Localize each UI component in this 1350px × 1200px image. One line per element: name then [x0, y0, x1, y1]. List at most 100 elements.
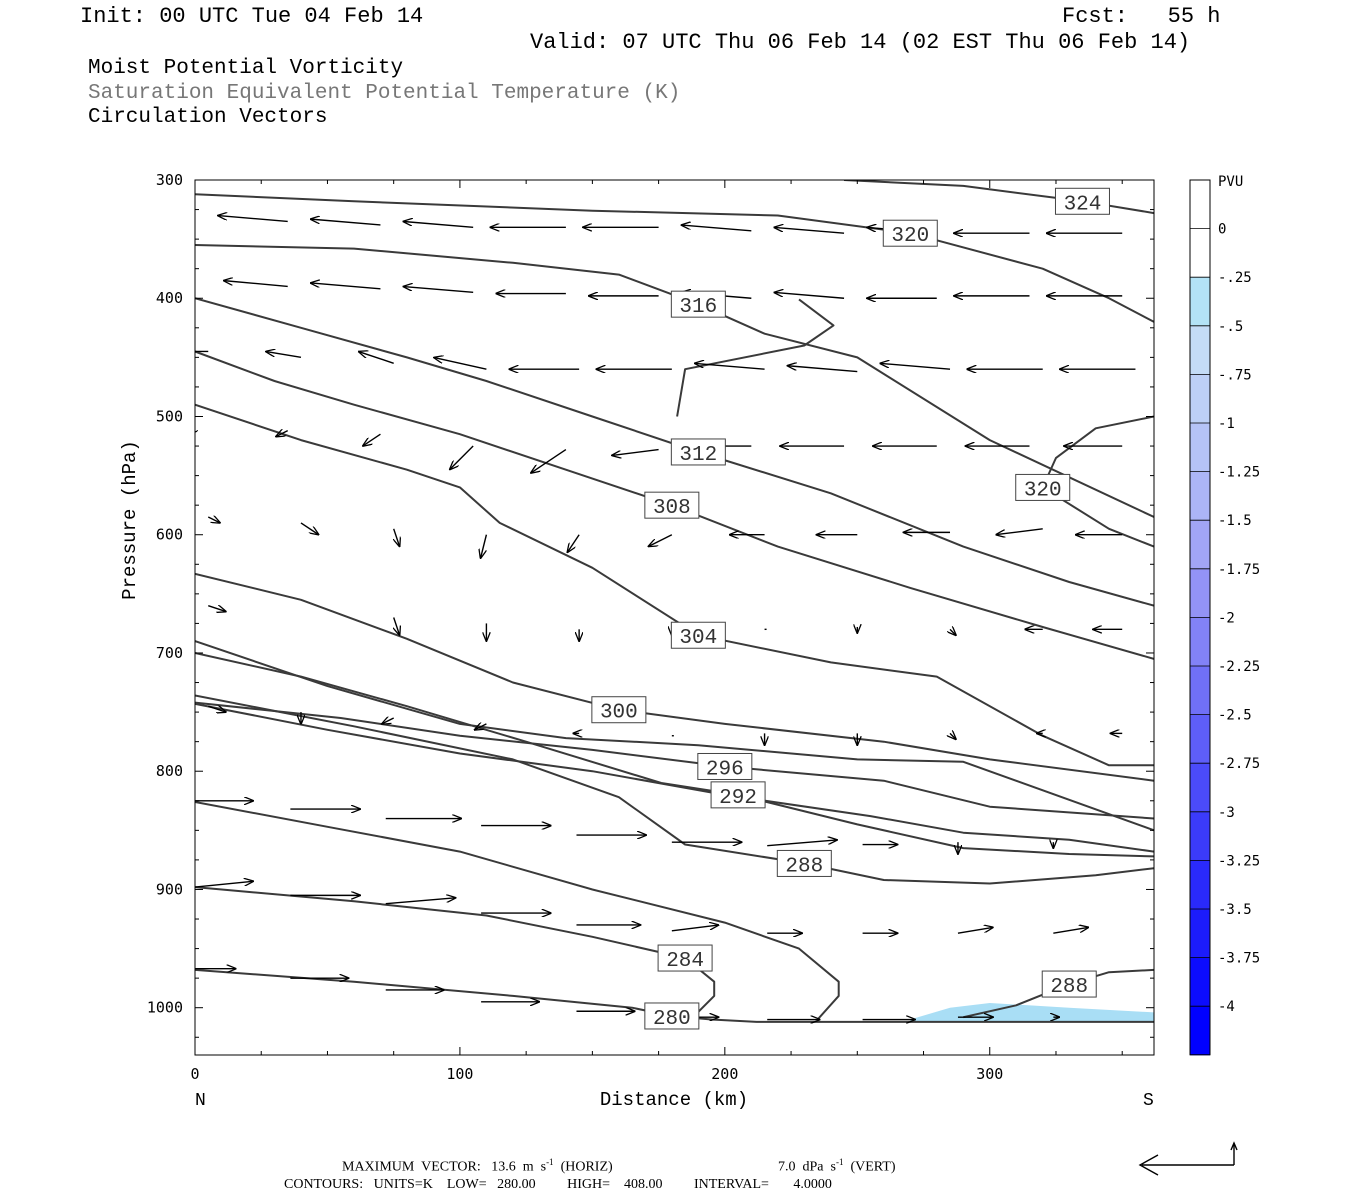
circulation-vector: [300, 522, 318, 535]
circulation-vector: [385, 898, 456, 905]
circulation-vector: [950, 629, 956, 635]
colorbar-segment: [1190, 909, 1210, 959]
contour-label-288: 288: [776, 849, 832, 878]
colorbar-tick-label: -2.75: [1218, 756, 1260, 772]
colorbar-segment: [1190, 860, 1210, 910]
circulation-vector: [996, 528, 1043, 535]
colorbar-segment: [1190, 763, 1210, 813]
contour-320: [195, 193, 1154, 323]
circulation-vector: [266, 352, 302, 359]
contour-label-text: 312: [679, 444, 717, 467]
contour-layer: [195, 180, 1154, 1023]
contour-label-324: 324: [1054, 187, 1110, 216]
circulation-vector: [531, 449, 567, 473]
contour-284: [195, 801, 840, 1021]
footer-vert-vector: 7.0 dPa s-1 (VERT): [778, 1157, 896, 1175]
contour-label-text: 288: [785, 855, 823, 878]
circulation-vector: [311, 219, 381, 226]
colorbar-segment: [1190, 228, 1210, 278]
colorbar-tick-label: -2: [1218, 610, 1235, 626]
contour-label-text: 280: [653, 1008, 691, 1031]
contour-label-300: 300: [591, 696, 647, 725]
contour-label-312: 312: [670, 438, 726, 467]
y-axis-label: Pressure (hPa): [119, 440, 141, 600]
contour-label-text: 288: [1050, 976, 1088, 999]
contour-label-text: 284: [666, 950, 704, 973]
circulation-vector: [276, 431, 289, 437]
circulation-vector: [568, 534, 580, 552]
circulation-vector: [224, 281, 288, 288]
x-tick-label: 300: [976, 1065, 1003, 1083]
y-tick-label: 1000: [147, 999, 183, 1017]
colorbar-tick-label: -3.5: [1218, 902, 1252, 918]
circulation-vector: [481, 534, 488, 558]
contour-324: [843, 180, 1154, 215]
circulation-vector: [612, 448, 659, 456]
contour-label-box: [697, 752, 753, 780]
circulation-vector: [382, 718, 395, 724]
circulation-vector: [649, 534, 673, 547]
contour-label-308: 308: [644, 491, 700, 520]
circulation-vector: [218, 216, 288, 223]
colorbar-segment: [1190, 568, 1210, 618]
contour-label-box: [657, 944, 713, 972]
contour-label-box: [776, 849, 832, 877]
circulation-vector: [767, 840, 837, 847]
reference-vector-vert-head: [1230, 1141, 1238, 1151]
circulation-vector: [774, 227, 845, 234]
x-tick-label: 0: [190, 1065, 199, 1083]
contour-label-text: 320: [891, 225, 929, 248]
colorbar-segment: [1190, 666, 1210, 716]
circulation-vector: [195, 881, 253, 888]
colorbar-tick-label: -3: [1218, 805, 1235, 821]
circulation-vector: [207, 517, 220, 523]
x-end-label-north: N: [195, 1091, 206, 1111]
circulation-vector: [189, 428, 195, 434]
colorbar-segment: [1190, 423, 1210, 473]
forecast-hour: Fcst: 55 h: [1062, 4, 1221, 29]
colorbar-segment: [1190, 325, 1210, 375]
circulation-vector: [788, 366, 858, 373]
colorbar-segment: [1190, 180, 1210, 230]
axes-layer: 300 400 500 600 700 800 900 1000 0 100 200 300: [147, 171, 1154, 1083]
y-tick-label: 600: [156, 526, 183, 544]
colorbar-tick-label: -2.25: [1218, 659, 1260, 675]
circulation-vector: [880, 363, 951, 370]
colorbar-tick-label: -.75: [1218, 367, 1252, 383]
contour-label-296: 296: [697, 752, 753, 781]
contour-label-box: [591, 696, 647, 724]
contour-label-box: [670, 438, 726, 466]
colorbar-tick-label: -1.25: [1218, 465, 1260, 481]
circulation-vector: [682, 225, 752, 232]
circulation-vector: [695, 363, 765, 370]
colorbar-tick-label: -1.75: [1218, 562, 1260, 578]
circulation-vector: [208, 606, 225, 612]
contour-304: [195, 403, 1154, 767]
field-title-thetaes: Saturation Equivalent Potential Temperat…: [88, 82, 681, 105]
contour-label-box: [670, 621, 726, 649]
contour-label-288: 288: [1041, 970, 1097, 999]
colorbar-segment: [1190, 471, 1210, 521]
contour-label-292: 292: [710, 781, 766, 810]
valid-time: Valid: 07 UTC Thu 06 Feb 14 (02 EST Thu …: [530, 30, 1191, 55]
shading-layer: [910, 1003, 1154, 1022]
x-tick-label: 200: [711, 1065, 738, 1083]
circulation-vector: [957, 927, 993, 934]
colorbar-tick-label: -3.25: [1218, 853, 1260, 869]
field-title-vectors: Circulation Vectors: [88, 106, 328, 129]
contour-label-320: 320: [1015, 473, 1071, 502]
contour-label-304: 304: [670, 621, 726, 650]
footer-max-vector: MAXIMUM VECTOR: 13.6 m s-1 (HORIZ): [342, 1157, 613, 1175]
colorbar-segment: [1190, 520, 1210, 570]
contour-label-text: 320: [1024, 479, 1062, 502]
circulation-vector: [404, 287, 474, 294]
contour-292: [195, 652, 1154, 858]
contour-label-text: 300: [600, 702, 638, 725]
contour-label-text: 304: [679, 627, 717, 650]
circulation-vector: [208, 706, 225, 712]
cross-section-chart: 2802842882882922963003043083123163203203…: [119, 171, 1260, 1111]
colorbar-unit: PVU: [1218, 174, 1243, 190]
colorbar-tick-label: -2.5: [1218, 708, 1252, 724]
contour-300: [195, 572, 1154, 782]
contour-label-text: 308: [653, 497, 691, 520]
